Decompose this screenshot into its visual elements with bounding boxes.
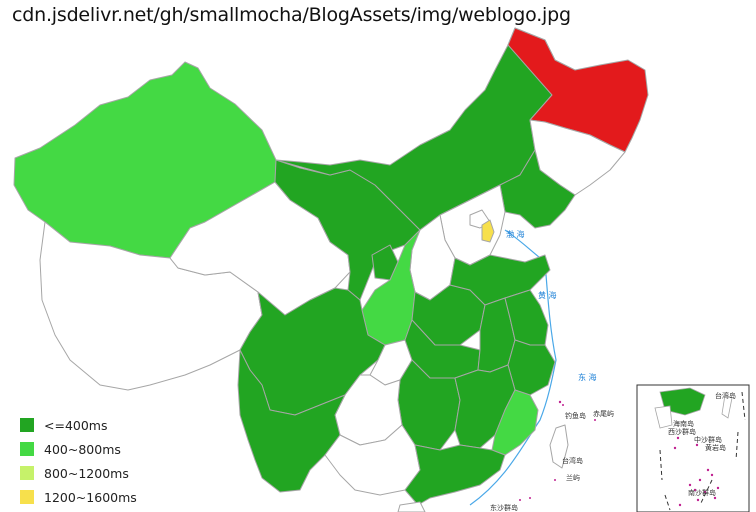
latency-legend: <=400ms 400~800ms 800~1200ms 1200~1600ms xyxy=(20,413,137,509)
legend-item-800: 400~800ms xyxy=(20,437,137,461)
inset-label-zhongsha: 中沙群岛 xyxy=(694,435,722,444)
region-hainan[interactable] xyxy=(397,501,426,512)
label-donghai: 东 海 xyxy=(578,372,597,382)
inset-label-taiwan: 台湾岛 xyxy=(715,391,736,400)
legend-label: 800~1200ms xyxy=(44,465,129,481)
legend-item-1600: 1200~1600ms xyxy=(20,485,137,509)
south-china-sea-inset: 台湾岛 海南岛 西沙群岛 中沙群岛 黄岩岛 南沙群岛 xyxy=(636,384,750,512)
region-guangdong[interactable] xyxy=(404,444,506,506)
legend-label: 400~800ms xyxy=(44,441,121,457)
island-dots xyxy=(519,400,596,501)
label-taiwan: 台湾岛 xyxy=(562,456,583,465)
label-dongsha: 东沙群岛 xyxy=(490,503,518,512)
inset-label-xisha: 西沙群岛 xyxy=(668,427,696,436)
region-liaoning[interactable] xyxy=(499,149,576,229)
label-lanyu: 兰屿 xyxy=(566,473,580,482)
label-bohai: 渤 海 xyxy=(506,229,525,239)
inset-label-hainan: 海南岛 xyxy=(673,419,694,428)
legend-swatch-dark-green xyxy=(20,418,34,432)
legend-swatch-bright-green xyxy=(20,442,34,456)
legend-swatch-yellow xyxy=(20,490,34,504)
label-huanghai: 黄 海 xyxy=(538,290,557,300)
legend-item-1200: 800~1200ms xyxy=(20,461,137,485)
inset-label-nansha: 南沙群岛 xyxy=(688,488,716,497)
region-tianjin[interactable] xyxy=(481,219,495,243)
image-url-title: cdn.jsdelivr.net/gh/smallmocha/BlogAsset… xyxy=(12,4,571,26)
legend-item-400: <=400ms xyxy=(20,413,137,437)
region-taiwan[interactable] xyxy=(549,424,569,469)
coastline xyxy=(469,229,557,506)
label-diaoyu: 钓鱼岛 xyxy=(565,411,586,420)
label-chiwei: 赤尾屿 xyxy=(593,409,614,418)
region-zhejiang[interactable] xyxy=(507,339,556,396)
legend-swatch-lime xyxy=(20,466,34,480)
inset-label-huangyan: 黄岩岛 xyxy=(705,443,726,452)
legend-label: <=400ms xyxy=(44,417,108,433)
region-shandong[interactable] xyxy=(449,254,551,306)
legend-label: 1200~1600ms xyxy=(44,489,137,505)
region-fujian[interactable] xyxy=(491,389,539,456)
